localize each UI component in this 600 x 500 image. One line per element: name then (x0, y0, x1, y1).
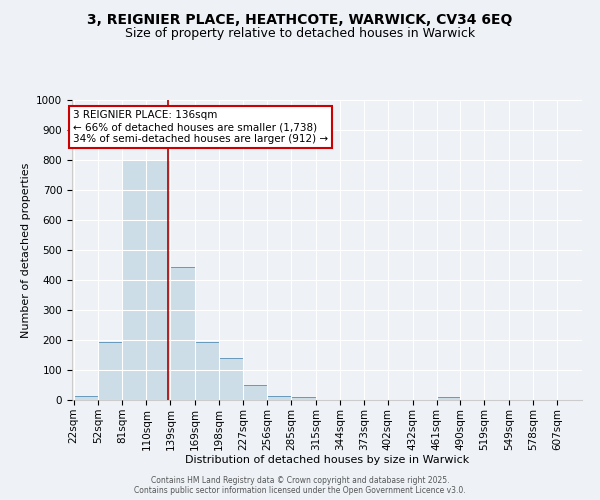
Y-axis label: Number of detached properties: Number of detached properties (20, 162, 31, 338)
Bar (291, 397, 316, 400)
X-axis label: Distribution of detached houses by size in Warwick: Distribution of detached houses by size … (185, 456, 469, 466)
Bar (243, 385, 267, 400)
Bar (98, 342, 122, 400)
Text: 3, REIGNIER PLACE, HEATHCOTE, WARWICK, CV34 6EQ: 3, REIGNIER PLACE, HEATHCOTE, WARWICK, C… (88, 12, 512, 26)
Bar (170, 266, 195, 400)
Text: Contains HM Land Registry data © Crown copyright and database right 2025.
Contai: Contains HM Land Registry data © Crown c… (134, 476, 466, 495)
Text: Size of property relative to detached houses in Warwick: Size of property relative to detached ho… (125, 28, 475, 40)
Text: 3 REIGNIER PLACE: 136sqm
← 66% of detached houses are smaller (1,738)
34% of sem: 3 REIGNIER PLACE: 136sqm ← 66% of detach… (73, 110, 328, 144)
Bar (219, 358, 243, 400)
Bar (437, 397, 460, 400)
Bar (195, 342, 219, 400)
Bar (74, 396, 98, 400)
Bar (146, 160, 170, 400)
Bar (267, 396, 291, 400)
Bar (122, 160, 146, 400)
